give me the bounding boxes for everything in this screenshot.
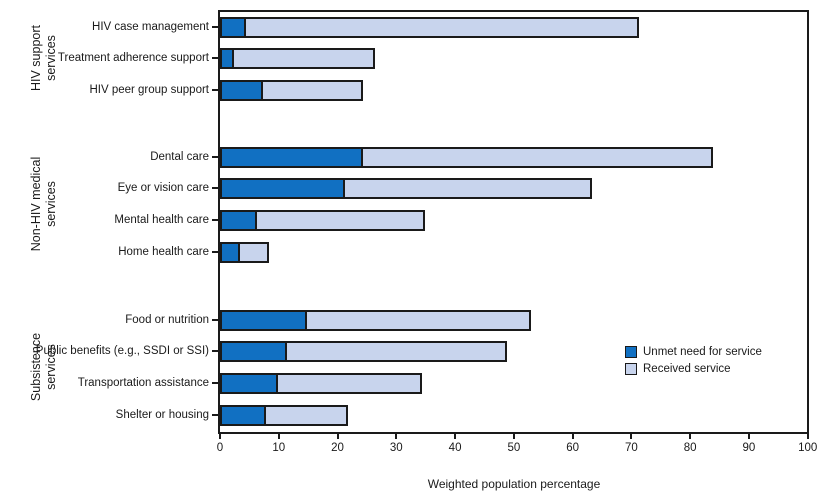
bar-row (220, 209, 425, 231)
x-axis-tick-label: 60 (566, 442, 579, 454)
x-axis-tick-label: 40 (448, 442, 462, 454)
x-axis-tick (630, 432, 633, 439)
x-axis-tick-label: 30 (389, 442, 403, 454)
legend-item-unmet: Unmet need for service (625, 344, 762, 359)
bar-segment-received (284, 340, 508, 362)
bar-row (220, 16, 640, 38)
bar-segment-received (255, 209, 425, 231)
bar-segment-received (237, 241, 269, 263)
bar-segment-unmet (220, 16, 246, 38)
x-axis-tick (571, 432, 574, 439)
x-axis-tick-label: 70 (624, 442, 638, 454)
legend-label-received: Received service (643, 362, 731, 375)
group-label: Non-HIV medical services (29, 157, 58, 252)
y-axis-tick (212, 187, 220, 189)
y-axis-tick (212, 382, 220, 384)
legend-item-received: Received service (625, 361, 762, 376)
x-axis-tick (689, 432, 692, 439)
bar-segment-unmet (220, 309, 308, 331)
legend-swatch-unmet-icon (625, 345, 637, 358)
bar-segment-unmet (220, 177, 346, 199)
y-axis-tick (212, 350, 220, 352)
category-label: Public benefits (e.g., SSDI or SSI) (35, 345, 209, 357)
category-label: Mental health care (114, 214, 209, 226)
category-label: HIV peer group support (89, 84, 209, 96)
bar-row (220, 309, 531, 331)
bar-row (220, 146, 713, 168)
bar-segment-received (361, 146, 713, 168)
category-label: Dental care (150, 151, 209, 163)
x-axis-tick-label: 90 (742, 442, 756, 454)
y-axis-tick (212, 26, 220, 28)
x-axis-tick (747, 432, 750, 439)
bar-segment-received (275, 372, 422, 394)
legend-label-unmet: Unmet need for service (643, 345, 762, 358)
category-label: Eye or vision care (117, 182, 209, 194)
y-axis-tick (212, 57, 220, 59)
x-axis-tick-label: 10 (272, 442, 286, 454)
x-axis-tick-label: 0 (216, 442, 224, 454)
bar-segment-unmet (220, 146, 364, 168)
legend-swatch-received-icon (625, 362, 637, 375)
bar-row (220, 340, 508, 362)
bar-row (220, 404, 349, 426)
y-axis-tick (212, 319, 220, 321)
group-label: HIV support services (29, 25, 58, 92)
y-axis-tick (212, 414, 220, 416)
bar-row (220, 79, 364, 101)
x-axis-tick-label: 100 (798, 442, 818, 454)
group-label: Subsistence services (29, 333, 58, 402)
x-axis-tick (454, 432, 457, 439)
x-axis-tick (395, 432, 398, 439)
bar-segment-received (305, 309, 531, 331)
bar-segment-unmet (220, 79, 264, 101)
category-label: Transportation assistance (77, 377, 209, 389)
category-label: Food or nutrition (125, 314, 209, 326)
bar-row (220, 47, 375, 69)
bar-segment-unmet (220, 209, 258, 231)
bar-row (220, 372, 422, 394)
bar-segment-received (261, 79, 364, 101)
x-axis-tick (336, 432, 339, 439)
chart-legend: Unmet need for service Received service (625, 344, 762, 378)
bar-row (220, 241, 269, 263)
x-axis-tick-label: 80 (683, 442, 697, 454)
bar-segment-unmet (220, 404, 267, 426)
x-axis-tick (806, 432, 809, 439)
bar-segment-unmet (220, 340, 287, 362)
y-axis-tick (212, 251, 220, 253)
category-label: Treatment adherence support (57, 52, 209, 64)
x-axis-title: Weighted population percentage (427, 477, 601, 491)
x-axis-tick (219, 432, 221, 439)
y-axis-tick (212, 156, 220, 158)
y-axis-tick (212, 89, 220, 91)
bar-segment-unmet (220, 372, 278, 394)
y-axis-tick (212, 219, 220, 221)
x-axis-tick-label: 20 (331, 442, 344, 454)
bar-segment-received (243, 16, 640, 38)
bar-segment-received (343, 177, 593, 199)
bar-segment-received (264, 404, 349, 426)
bar-segment-received (231, 47, 375, 69)
category-label: HIV case management (92, 21, 209, 33)
category-label: Home health care (118, 246, 209, 258)
bar-row (220, 177, 593, 199)
x-axis-tick-label: 50 (507, 442, 521, 454)
x-axis-tick (277, 432, 280, 439)
category-label: Shelter or housing (115, 409, 209, 421)
x-axis-tick (512, 432, 515, 439)
